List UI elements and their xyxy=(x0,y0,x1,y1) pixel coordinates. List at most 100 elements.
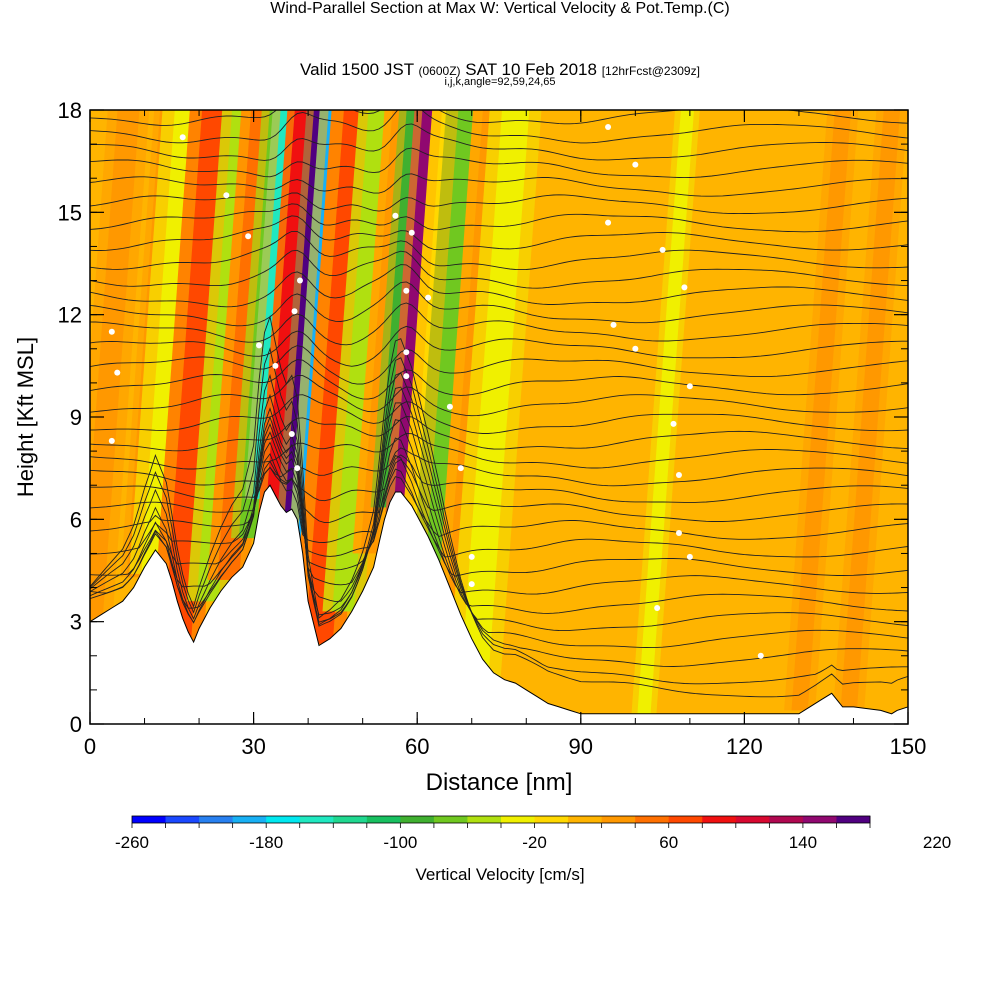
colorbar-swatch xyxy=(467,816,502,823)
theta-label-dot xyxy=(272,362,279,369)
theta-contour xyxy=(90,147,908,179)
y-tick-label: 18 xyxy=(58,98,82,123)
theta-label-dot xyxy=(403,349,410,356)
theta-contour xyxy=(90,281,908,327)
y-tick-label: 9 xyxy=(70,405,82,430)
theta-label-dot xyxy=(610,321,617,328)
colorbar-swatch xyxy=(601,816,636,823)
colorbar-swatch xyxy=(165,816,200,823)
vv-band xyxy=(636,110,694,724)
colorbar-swatch xyxy=(735,816,770,823)
subtitle-date: SAT 10 Feb 2018 xyxy=(465,60,597,79)
theta-contour xyxy=(90,123,908,161)
colorbar-tick-label: 220 xyxy=(923,833,951,852)
colorbar-swatch xyxy=(400,816,435,823)
theta-label-dot xyxy=(296,277,303,284)
colorbar-label: Vertical Velocity [cm/s] xyxy=(415,865,584,884)
theta-label-dot xyxy=(245,233,252,240)
theta-label-dot xyxy=(288,431,295,438)
theta-contour xyxy=(90,459,908,524)
colorbar-swatch xyxy=(433,816,468,823)
colorbar-tick-label: -260 xyxy=(115,833,149,852)
theta-label-dot xyxy=(108,328,115,335)
colorbar-swatch xyxy=(668,816,703,823)
theta-contour xyxy=(90,345,908,385)
theta-contour xyxy=(90,415,908,614)
colorbar-swatch xyxy=(199,816,234,823)
colorbar-swatch xyxy=(366,816,401,823)
x-tick-label: 90 xyxy=(569,734,593,759)
colorbar-swatch xyxy=(501,816,535,823)
colorbar-swatch xyxy=(802,816,837,823)
theta-label-dot xyxy=(605,124,612,131)
theta-label-dot xyxy=(681,284,688,291)
theta-contour xyxy=(90,203,908,233)
chart-title: Wind-Parallel Section at Max W: Vertical… xyxy=(0,0,1000,18)
y-tick-label: 6 xyxy=(70,507,82,532)
colorbar-swatch xyxy=(132,816,166,823)
axes: 0 30 60 90 120 150 0 3 6 9 12 15 18 xyxy=(58,98,927,759)
theta-label-dot xyxy=(403,373,410,380)
y-tick-label: 12 xyxy=(58,303,82,328)
theta-contour xyxy=(90,110,908,126)
theta-contour xyxy=(90,325,908,367)
theta-label-dot xyxy=(468,553,475,560)
colorbar-tick-label: -100 xyxy=(383,833,417,852)
theta-contour xyxy=(90,215,908,251)
y-tick-label: 15 xyxy=(58,200,82,225)
vv-band xyxy=(791,110,851,711)
plot-area xyxy=(90,65,908,724)
vv-band xyxy=(839,110,901,720)
colorbar-tick-label: 140 xyxy=(789,833,817,852)
theta-label-dot xyxy=(686,553,693,560)
theta-label-dot xyxy=(294,465,301,472)
colorbar-swatch xyxy=(266,816,301,823)
theta-contour xyxy=(90,249,908,289)
theta-label-dot xyxy=(457,465,464,472)
chart-title-text: Wind-Parallel Section at Max W: Vertical… xyxy=(270,0,708,17)
theta-contour xyxy=(90,372,908,667)
theta-contour xyxy=(90,65,908,108)
colorbar: -260 -180 -100 -20 60 140 220 xyxy=(115,815,951,852)
subtitle-utc: (0600Z) xyxy=(418,64,461,78)
vv-band xyxy=(460,110,530,684)
theta-contour xyxy=(90,431,908,577)
theta-label-dot xyxy=(425,294,432,301)
x-tick-label: 0 xyxy=(84,734,96,759)
theta-contour xyxy=(90,359,908,400)
theta-contour xyxy=(90,375,908,417)
colorbar-swatch xyxy=(333,816,368,823)
colorbar-swatch xyxy=(534,816,569,823)
terrain xyxy=(90,484,908,724)
theta-contour xyxy=(90,110,908,144)
theta-label-dot xyxy=(605,219,612,226)
colorbar-swatch xyxy=(702,816,737,823)
subtitle-fcst: [12hrFcst@2309z] xyxy=(601,64,700,78)
theta-label-dot xyxy=(291,308,298,315)
colorbar-swatch xyxy=(635,816,670,823)
theta-contour xyxy=(90,230,908,271)
theta-label-dot xyxy=(757,652,764,659)
chart-title-suffix: (C) xyxy=(707,0,730,17)
theta-label-dot xyxy=(114,369,121,376)
theta-label-dot xyxy=(223,192,230,199)
colorbar-swatch xyxy=(836,816,871,823)
theta-contour xyxy=(90,315,908,698)
chart-indices: i,j,k,angle=92,59,24,65 xyxy=(444,76,556,88)
theta-contour xyxy=(90,433,908,470)
theta-label-dot xyxy=(675,471,682,478)
theta-label-dot xyxy=(392,212,399,219)
theta-label-dot xyxy=(403,287,410,294)
theta-label-dot xyxy=(468,581,475,588)
theta-contour xyxy=(90,441,908,558)
theta-label-dot xyxy=(654,605,661,612)
theta-contour xyxy=(90,302,908,346)
subtitle-valid: Valid 1500 JST xyxy=(300,60,414,79)
theta-label-dot xyxy=(446,403,453,410)
theta-label-dot xyxy=(179,134,186,141)
x-axis-label: Distance [nm] xyxy=(426,769,573,796)
y-tick-label: 0 xyxy=(70,712,82,737)
vv-band xyxy=(90,110,140,622)
x-tick-label: 60 xyxy=(405,734,429,759)
colorbar-tick-label: 60 xyxy=(659,833,678,852)
